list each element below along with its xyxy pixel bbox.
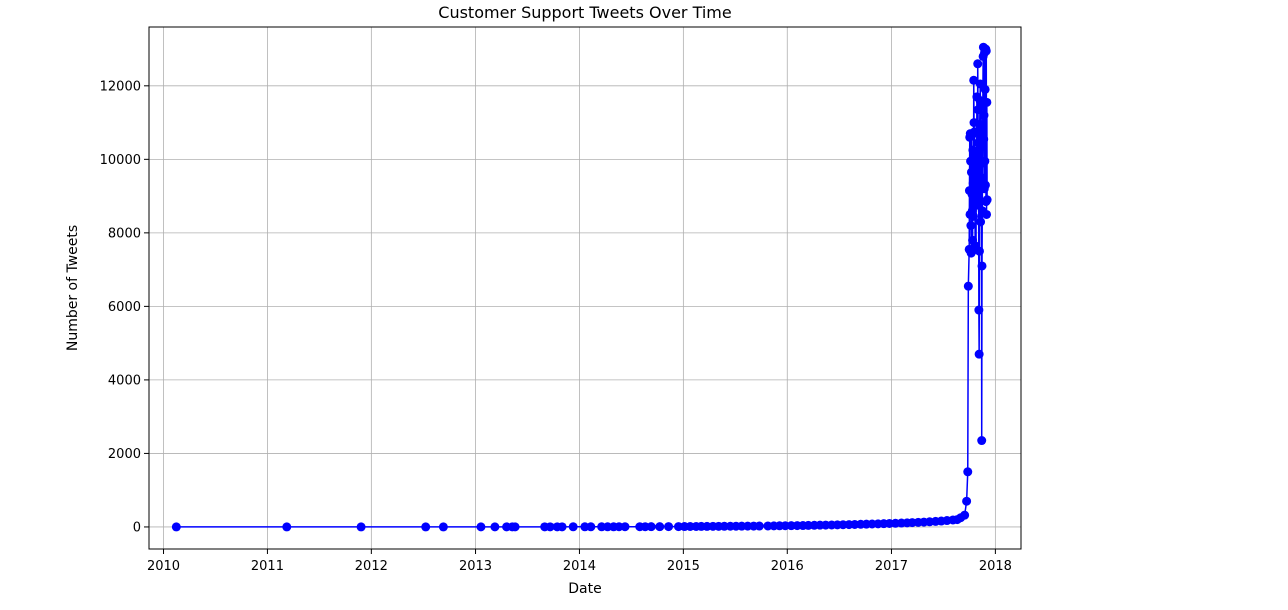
- data-point: [968, 211, 978, 221]
- x-tick-label: 2014: [563, 559, 596, 574]
- data-point: [356, 522, 366, 532]
- data-point: [969, 75, 979, 85]
- data-point: [960, 510, 970, 520]
- x-tick-label: 2018: [979, 559, 1012, 574]
- x-tick-label: 2011: [251, 559, 284, 574]
- data-point: [980, 156, 990, 166]
- data-point: [966, 221, 976, 231]
- x-tick-label: 2015: [667, 559, 700, 574]
- data-point: [490, 522, 500, 532]
- y-tick-label: 8000: [108, 226, 141, 241]
- x-tick-label: 2016: [771, 559, 804, 574]
- data-point: [976, 123, 986, 133]
- data-point: [980, 180, 990, 190]
- data-point: [557, 522, 567, 532]
- y-tick-label: 4000: [108, 373, 141, 388]
- plot-area: [149, 27, 1021, 549]
- data-point: [973, 59, 983, 69]
- data-point: [510, 522, 520, 532]
- data-point: [664, 522, 674, 532]
- data-point: [655, 522, 665, 532]
- data-point: [568, 522, 578, 532]
- data-point: [979, 110, 989, 120]
- y-tick-label: 2000: [108, 447, 141, 462]
- data-point: [974, 246, 984, 256]
- data-point: [980, 84, 990, 94]
- y-tick-label: 12000: [100, 79, 141, 94]
- data-point: [171, 522, 181, 532]
- data-point: [963, 281, 973, 291]
- data-point: [982, 209, 992, 219]
- data-point: [972, 186, 982, 196]
- data-point: [976, 173, 986, 183]
- data-point: [586, 522, 596, 532]
- data-point: [974, 349, 984, 359]
- y-tick-label: 10000: [100, 153, 141, 168]
- data-point: [476, 522, 486, 532]
- x-axis-label: Date: [568, 581, 601, 597]
- data-point: [977, 261, 987, 271]
- plot-frame: [148, 26, 1022, 550]
- data-point: [754, 521, 764, 531]
- chart-title: Customer Support Tweets Over Time: [438, 3, 731, 22]
- data-point: [545, 522, 555, 532]
- data-point: [646, 522, 656, 532]
- data-point: [972, 153, 982, 162]
- data-point-markers: [171, 42, 992, 532]
- data-point: [972, 200, 982, 210]
- data-point: [282, 522, 292, 532]
- x-tick-label: 2012: [355, 559, 388, 574]
- y-tick-label: 6000: [108, 300, 141, 315]
- x-tick-label: 2010: [147, 559, 180, 574]
- data-point: [981, 46, 991, 56]
- data-point: [977, 436, 987, 446]
- y-axis-label: Number of Tweets: [65, 225, 81, 351]
- data-point: [620, 522, 630, 532]
- data-point: [976, 217, 986, 227]
- data-point: [974, 305, 984, 315]
- y-tick-label: 0: [133, 520, 141, 535]
- data-point: [963, 467, 973, 477]
- data-point: [438, 522, 448, 532]
- data-point: [979, 134, 989, 144]
- data-point: [982, 97, 992, 107]
- data-point: [421, 522, 431, 532]
- axis-ticks: 2010 2011 2012 2013 2014 2015 2016 2017 2018 0 200…: [100, 79, 1012, 574]
- x-tick-label: 2017: [875, 559, 908, 574]
- data-point: [962, 496, 972, 506]
- data-point: [970, 193, 980, 203]
- x-tick-label: 2013: [459, 559, 492, 574]
- data-point: [982, 195, 992, 205]
